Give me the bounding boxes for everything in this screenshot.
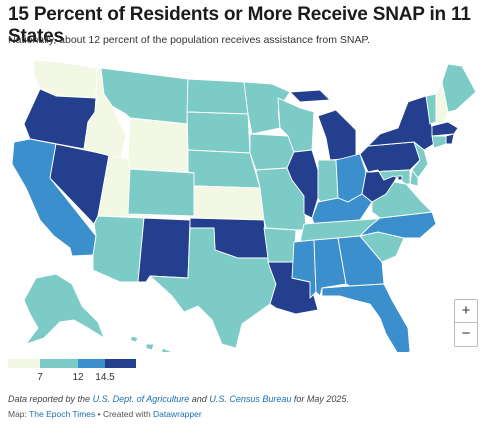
state-RI[interactable] — [445, 133, 455, 145]
state-HI[interactable] — [129, 335, 173, 352]
state-IL[interactable] — [286, 149, 319, 219]
zoom-controls: + − — [454, 299, 478, 347]
legend-tick-label: 14.5 — [95, 372, 115, 383]
note-suffix: for May 2025. — [291, 394, 349, 404]
state-WY[interactable] — [127, 117, 189, 173]
legend-bar — [8, 359, 136, 368]
state-NH[interactable] — [435, 81, 449, 125]
legend-tick-label: 7 — [37, 372, 43, 383]
state-IA[interactable] — [249, 133, 295, 171]
state-AR[interactable] — [263, 227, 297, 263]
zoom-in-button[interactable]: + — [461, 302, 471, 319]
map-credit: Map: The Epoch Times • Created with Data… — [8, 409, 496, 419]
us-map-svg[interactable] — [0, 52, 500, 352]
datawrapper-link[interactable]: Datawrapper — [153, 409, 202, 419]
source-note: Data reported by the U.S. Dept. of Agric… — [8, 394, 496, 404]
legend-swatch — [8, 359, 40, 368]
state-AK[interactable] — [23, 273, 105, 345]
state-SD[interactable] — [186, 111, 251, 154]
chart-subtitle: Nationally, about 12 percent of the popu… — [8, 34, 371, 46]
color-legend: 7 12 14.5 — [8, 359, 142, 383]
census-link[interactable]: U.S. Census Bureau — [209, 394, 292, 404]
state-CT[interactable] — [431, 135, 447, 149]
state-DC[interactable] — [397, 175, 403, 181]
note-mid: and — [189, 394, 210, 404]
legend-swatch — [78, 359, 105, 368]
note-prefix: Data reported by the — [8, 394, 93, 404]
state-FL[interactable] — [321, 283, 411, 352]
zoom-out-button[interactable]: − — [455, 322, 477, 345]
state-PA[interactable] — [359, 141, 421, 173]
state-DE[interactable] — [409, 169, 419, 187]
state-MA[interactable] — [431, 121, 459, 137]
state-ND[interactable] — [186, 78, 249, 115]
credit-mid: • Created with — [95, 409, 154, 419]
epoch-times-link[interactable]: The Epoch Times — [29, 409, 96, 419]
state-NM[interactable] — [137, 217, 191, 283]
usda-link[interactable]: U.S. Dept. of Agriculture — [92, 394, 190, 404]
state-ME[interactable] — [441, 63, 477, 113]
legend-swatch — [105, 359, 136, 368]
state-CO[interactable] — [127, 168, 195, 217]
legend-swatch — [40, 359, 78, 368]
state-KS[interactable] — [193, 185, 265, 221]
state-TX[interactable] — [149, 227, 277, 349]
state-NE[interactable] — [187, 149, 261, 189]
state-AZ[interactable] — [92, 215, 145, 283]
us-map[interactable] — [0, 52, 500, 352]
state-NY[interactable] — [367, 95, 435, 151]
legend-tick-label: 12 — [72, 372, 84, 383]
chart-title: 15 Percent of Residents or More Receive … — [8, 4, 471, 47]
credit-prefix: Map: — [8, 409, 30, 419]
state-NC[interactable] — [359, 211, 437, 239]
